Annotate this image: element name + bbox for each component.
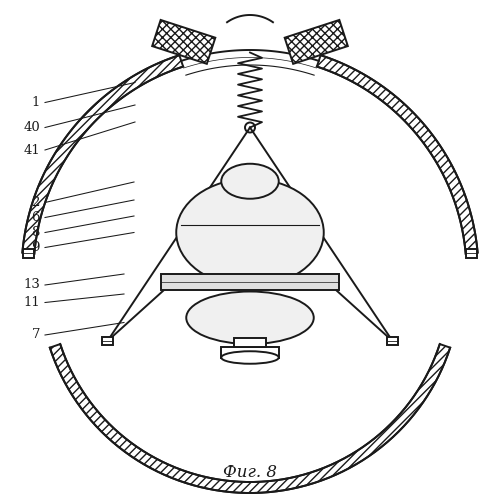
Text: 7: 7 [32,328,40,342]
Polygon shape [50,344,450,493]
Polygon shape [284,20,348,64]
Polygon shape [317,55,478,254]
Text: 8: 8 [32,226,40,239]
Ellipse shape [176,179,324,286]
Bar [161,274,339,290]
Text: 2: 2 [32,196,40,209]
Ellipse shape [221,164,279,198]
Text: 1: 1 [32,96,40,109]
Text: 9: 9 [32,241,40,254]
Bar [23,248,34,258]
Bar [234,338,266,346]
Ellipse shape [186,292,314,344]
Text: 41: 41 [23,144,40,156]
Text: 11: 11 [23,296,40,309]
Text: 40: 40 [23,121,40,134]
Bar [466,248,477,258]
Text: Фиг. 8: Фиг. 8 [223,464,277,481]
Text: 6: 6 [32,211,40,224]
Bar [387,336,398,345]
Ellipse shape [221,351,279,364]
Polygon shape [22,55,183,254]
Bar [102,336,113,345]
Bar [221,346,279,358]
Polygon shape [152,20,216,64]
Text: 13: 13 [23,278,40,291]
